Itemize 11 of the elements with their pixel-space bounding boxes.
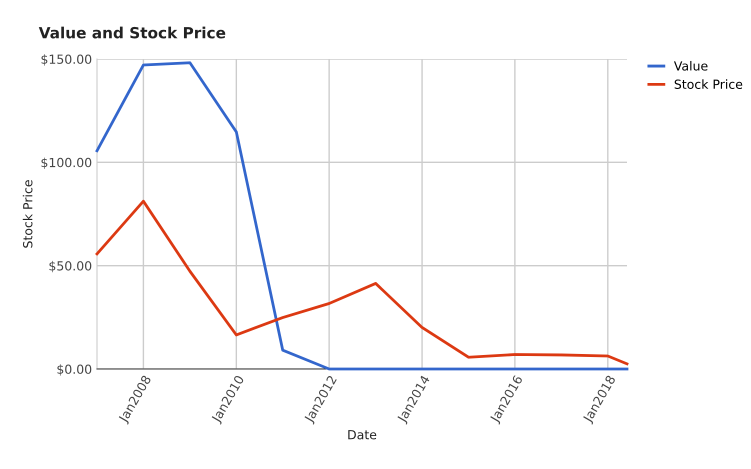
line-series bbox=[96, 200, 628, 366]
legend-label: Value bbox=[674, 60, 708, 71]
legend-label: Stock Price bbox=[674, 79, 742, 89]
x-axis-title: Date bbox=[348, 430, 376, 440]
line-series bbox=[96, 61, 628, 370]
y-tick-label: $100.00 bbox=[41, 158, 92, 169]
y-axis-title: Stock Price bbox=[22, 180, 32, 248]
y-tick-label: $0.00 bbox=[57, 364, 92, 376]
chart-title: Value and Stock Price bbox=[38, 26, 226, 38]
y-tick-label: $150.00 bbox=[41, 54, 92, 66]
y-tick-label: $50.00 bbox=[49, 260, 92, 272]
